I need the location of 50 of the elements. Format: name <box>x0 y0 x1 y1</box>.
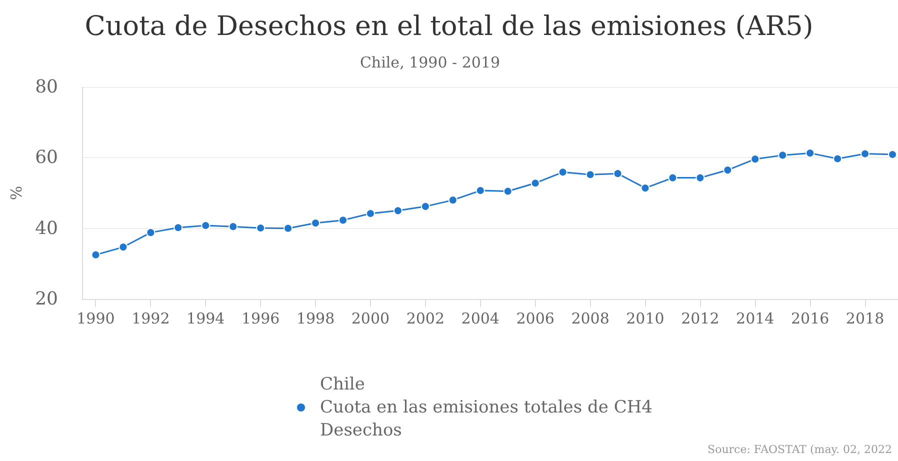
x-tick-label: 1990 <box>76 310 115 328</box>
point <box>750 154 760 164</box>
chart-title: Cuota de Desechos en el total de las emisiones (AR5) <box>84 11 814 42</box>
x-tick-label: 2012 <box>681 310 720 328</box>
x-tick-label: 1992 <box>132 310 170 328</box>
point <box>284 224 293 233</box>
point <box>91 250 100 260</box>
point <box>860 149 870 158</box>
x-tick-label: 1994 <box>186 310 225 328</box>
point <box>778 150 788 160</box>
point <box>640 184 650 193</box>
point <box>613 169 622 178</box>
y-tick-label: 20 <box>35 288 58 310</box>
point <box>806 148 815 158</box>
x-tick-label: 2016 <box>790 310 830 328</box>
point <box>696 173 705 182</box>
x-tick-label: 2008 <box>571 310 610 328</box>
point <box>558 168 568 177</box>
point <box>530 178 540 188</box>
x-tick-label: 2014 <box>736 310 774 328</box>
point <box>420 202 430 211</box>
point <box>723 166 732 175</box>
point <box>393 206 402 216</box>
x-tick-label: 2018 <box>846 310 884 328</box>
x-tick-label: 2006 <box>516 310 554 328</box>
point <box>174 223 183 232</box>
point <box>503 186 512 196</box>
legend-label: Chile Cuota en las emisiones totales de CH4 Desechos <box>320 374 652 440</box>
point <box>833 154 842 164</box>
x-tick-label: 2004 <box>461 310 500 328</box>
y-tick-label: 60 <box>35 147 58 168</box>
point <box>668 173 678 182</box>
chart-subtitle: Chile, 1990 - 2019 <box>360 54 500 72</box>
x-tick-label: 2010 <box>626 310 664 328</box>
y-tick-label: 40 <box>35 218 58 239</box>
point <box>146 228 156 238</box>
x-tick-label: 2000 <box>351 310 390 328</box>
source-note: Source: FAOSTAT (may. 02, 2022 <box>708 443 892 456</box>
x-tick-label: 2002 <box>406 310 445 328</box>
point <box>448 196 458 205</box>
x-tick-label: 1996 <box>241 310 280 328</box>
y-tick-label: 80 <box>35 76 58 98</box>
point <box>228 222 238 232</box>
x-tick-label: 1998 <box>296 310 335 328</box>
y-axis-title: % <box>8 186 26 200</box>
point <box>476 186 485 196</box>
point <box>118 242 128 252</box>
point <box>586 170 595 180</box>
point <box>338 216 348 225</box>
point <box>311 218 320 228</box>
